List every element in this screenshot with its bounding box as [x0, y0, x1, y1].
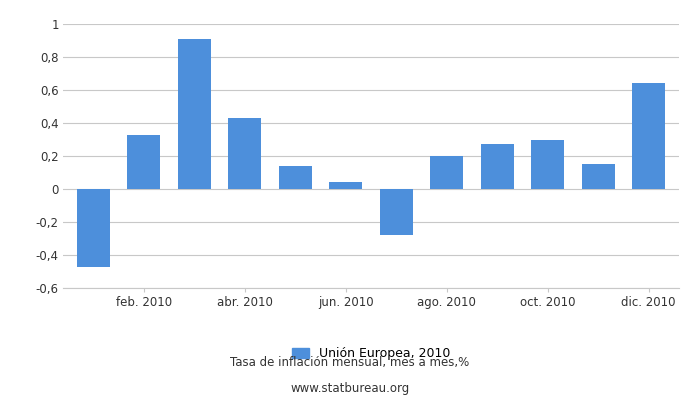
- Bar: [329, 182, 362, 189]
- Bar: [127, 134, 160, 189]
- Bar: [380, 189, 413, 235]
- Legend: Unión Europea, 2010: Unión Europea, 2010: [292, 347, 450, 360]
- Bar: [481, 144, 514, 189]
- Bar: [582, 164, 615, 189]
- Bar: [430, 156, 463, 189]
- Text: www.statbureau.org: www.statbureau.org: [290, 382, 410, 395]
- Bar: [77, 189, 110, 266]
- Bar: [279, 166, 312, 189]
- Text: Tasa de inflación mensual, mes a mes,%: Tasa de inflación mensual, mes a mes,%: [230, 356, 470, 369]
- Bar: [632, 83, 665, 189]
- Bar: [228, 118, 261, 189]
- Bar: [178, 39, 211, 189]
- Bar: [531, 140, 564, 189]
